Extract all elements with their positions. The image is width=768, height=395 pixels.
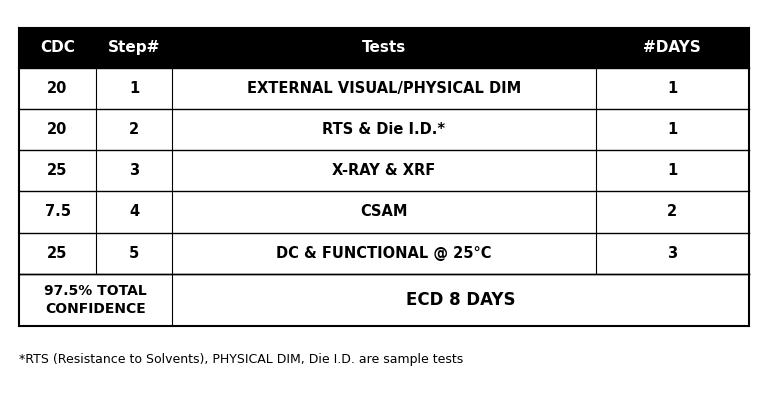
Text: 1: 1	[667, 122, 677, 137]
Text: Step#: Step#	[108, 40, 161, 55]
Bar	[19, 191, 749, 233]
Bar	[19, 68, 749, 109]
Bar	[19, 150, 749, 191]
Text: DC & FUNCTIONAL @ 25°C: DC & FUNCTIONAL @ 25°C	[276, 246, 492, 261]
Text: 7.5: 7.5	[45, 205, 71, 220]
Text: 25: 25	[48, 246, 68, 261]
Text: CDC: CDC	[40, 40, 75, 55]
Text: 1: 1	[667, 81, 677, 96]
Text: CSAM: CSAM	[360, 205, 408, 220]
Text: 3: 3	[129, 163, 139, 178]
Text: X-RAY & XRF: X-RAY & XRF	[333, 163, 435, 178]
Text: RTS & Die I.D.*: RTS & Die I.D.*	[323, 122, 445, 137]
Text: 25: 25	[48, 163, 68, 178]
Bar	[19, 109, 749, 150]
Bar	[19, 233, 749, 274]
Bar	[19, 274, 749, 326]
Text: 1: 1	[667, 163, 677, 178]
Text: Tests: Tests	[362, 40, 406, 55]
Bar	[19, 28, 749, 68]
Text: EXTERNAL VISUAL/PHYSICAL DIM: EXTERNAL VISUAL/PHYSICAL DIM	[247, 81, 521, 96]
Text: *RTS (Resistance to Solvents), PHYSICAL DIM, Die I.D. are sample tests: *RTS (Resistance to Solvents), PHYSICAL …	[19, 353, 463, 366]
Text: ECD 8 DAYS: ECD 8 DAYS	[406, 291, 515, 309]
Text: 2: 2	[667, 205, 677, 220]
Text: 20: 20	[48, 122, 68, 137]
Text: 5: 5	[129, 246, 139, 261]
Text: 2: 2	[129, 122, 139, 137]
Text: 20: 20	[48, 81, 68, 96]
Text: #DAYS: #DAYS	[644, 40, 701, 55]
Text: 4: 4	[129, 205, 139, 220]
Text: 1: 1	[129, 81, 139, 96]
Text: 3: 3	[667, 246, 677, 261]
Text: 97.5% TOTAL
CONFIDENCE: 97.5% TOTAL CONFIDENCE	[45, 284, 147, 316]
